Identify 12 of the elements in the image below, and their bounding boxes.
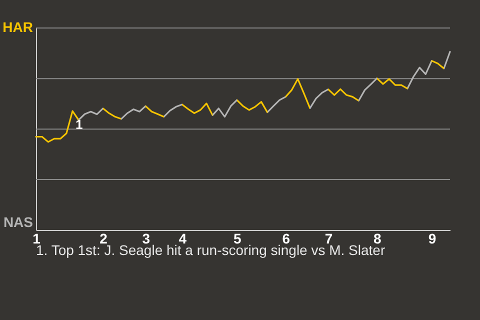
x-tick-label: 3: [142, 230, 150, 246]
annotation: 1: [76, 117, 83, 132]
x-tick-label: 7: [324, 230, 333, 246]
x-tick-label: 1: [32, 230, 41, 246]
text: NAS: [3, 214, 33, 230]
x-tick-label: 8: [374, 230, 382, 246]
x-tick-label: 2: [100, 230, 108, 246]
x-tick-label: 9: [428, 230, 436, 246]
text: HAR: [2, 19, 33, 35]
x-tick-label: 4: [178, 230, 187, 246]
x-tick-label: 5: [234, 230, 242, 246]
x-tick-label: 6: [282, 230, 290, 246]
